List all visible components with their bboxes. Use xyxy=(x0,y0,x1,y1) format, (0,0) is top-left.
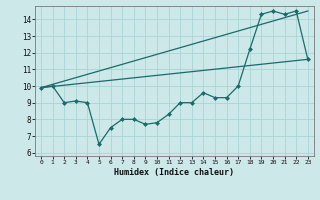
X-axis label: Humidex (Indice chaleur): Humidex (Indice chaleur) xyxy=(115,168,235,177)
